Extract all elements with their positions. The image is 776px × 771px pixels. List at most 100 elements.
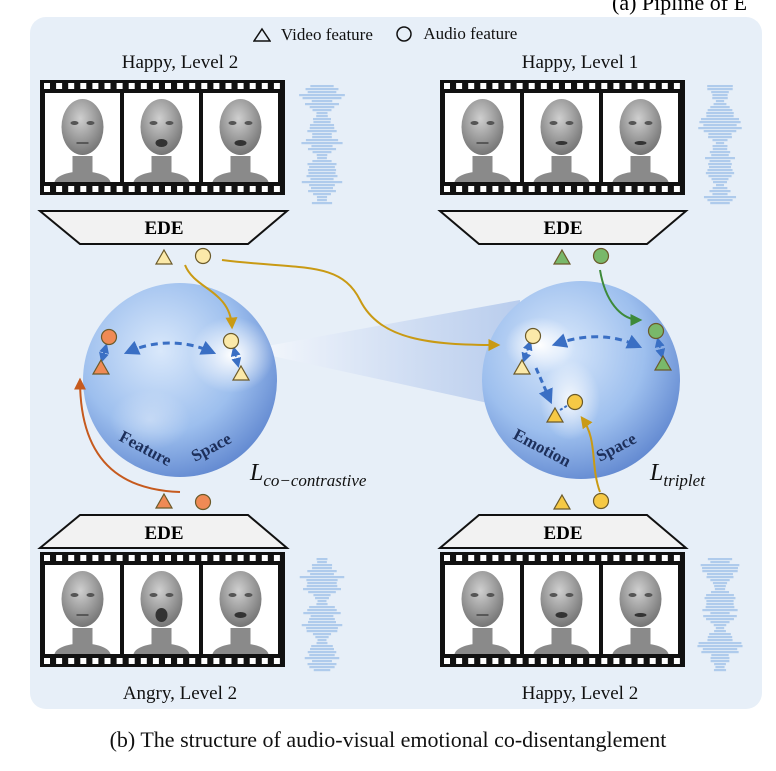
film-perforation (92, 83, 99, 89)
film-perforation (456, 658, 463, 664)
film-perforation (613, 83, 620, 89)
waveform-bar (707, 639, 733, 642)
filmstrip-top-left (40, 80, 285, 195)
dashed-pair-left (99, 343, 109, 363)
film-perforation (177, 658, 184, 664)
film-perforation (140, 83, 147, 89)
encoder-label: EDE (543, 218, 582, 239)
waveform-bar (313, 669, 331, 672)
film-perforation (104, 658, 111, 664)
dashed-pair-left-2 (230, 346, 242, 368)
film-perforation (504, 555, 511, 561)
film-perforation (468, 555, 475, 561)
waveform-bar (312, 109, 332, 112)
encoder-label: EDE (144, 523, 183, 544)
film-perforation (213, 555, 220, 561)
film-perforation (577, 658, 584, 664)
film-perforation (92, 555, 99, 561)
film-perforation (140, 186, 147, 192)
audio-feature-marker (194, 247, 212, 265)
film-perforation (68, 555, 75, 561)
waveform-bar (307, 148, 337, 151)
film-perforation (516, 658, 523, 664)
waveform-bar (702, 609, 738, 612)
video-feature-marker (512, 358, 532, 375)
film-perforation (68, 83, 75, 89)
waveform-bar (712, 139, 728, 142)
film-perforation (152, 83, 159, 89)
audio-waveform-bottom-right (697, 558, 743, 672)
waveform-bar (310, 648, 334, 651)
film-perforation (552, 83, 559, 89)
film-perforation (249, 555, 256, 561)
film-perforation (673, 186, 680, 192)
waveform-bar (702, 570, 738, 573)
video-feature-marker (653, 354, 673, 371)
waveform-bar (713, 181, 727, 184)
waveform-bar (313, 118, 331, 121)
waveform-bar (710, 561, 730, 564)
waveform-bar (707, 85, 733, 88)
waveform-bar (710, 660, 730, 663)
encoder-top-right: EDE (437, 210, 689, 245)
film-perforation (189, 186, 196, 192)
waveform-bar (310, 615, 334, 618)
waveform-bar (311, 645, 333, 648)
waveform-bar (306, 627, 338, 630)
waveform-bar (315, 597, 329, 600)
video-feature-marker (552, 248, 572, 265)
waveform-bar (706, 576, 734, 579)
dashed-triplet-link (534, 367, 553, 405)
film-perforation (152, 186, 159, 192)
film-perforation (80, 186, 87, 192)
clip-label-bottom-right: Happy, Level 2 (521, 683, 639, 704)
waveform-bar (715, 666, 725, 669)
waveform-bar (712, 582, 728, 585)
film-perforation (104, 555, 111, 561)
film-perforation (516, 83, 523, 89)
waveform-bar (714, 588, 726, 591)
waveform-bar (309, 654, 335, 657)
waveform-bar (709, 151, 731, 154)
waveform-bar (316, 603, 328, 606)
waveform-bar (316, 154, 328, 157)
film-perforation (116, 555, 123, 561)
video-feature-marker (552, 493, 572, 510)
film-perforation (625, 555, 632, 561)
film-perforation (44, 186, 50, 192)
film-perforation (468, 83, 475, 89)
waveform-bar (712, 145, 728, 148)
film-perforation (165, 555, 171, 561)
film-perforation (237, 83, 244, 89)
waveform-bar (311, 145, 333, 148)
legend-audio: Audio feature (395, 24, 523, 44)
legend: Video feature Audio feature (0, 24, 776, 48)
dashed-pair-right-2 (654, 337, 666, 359)
waveform-bar (307, 570, 337, 573)
audio-feature-marker (524, 327, 542, 345)
waveform-bar (317, 199, 327, 202)
waveform-bar (708, 133, 732, 136)
film-perforation (104, 186, 111, 192)
waveform-bar (706, 594, 734, 597)
clip-label-top-left: Happy, Level 2 (121, 52, 239, 73)
film-perforation (261, 658, 268, 664)
waveform-bar (705, 157, 735, 160)
face-icon (133, 99, 190, 182)
waveform-bar (311, 564, 333, 567)
film-perforation (601, 83, 608, 89)
film-perforation (589, 186, 596, 192)
emotion-space-sphere: Emotion Space (482, 281, 680, 479)
waveform-bar (707, 88, 733, 91)
arrow-orange-to-feature (74, 377, 181, 493)
waveform-bar (712, 94, 728, 97)
waveform-bar (708, 136, 732, 139)
waveform-bar (306, 585, 338, 588)
encoder-label: EDE (543, 523, 582, 544)
waveform-bar (700, 564, 740, 567)
face-icon (533, 99, 590, 182)
waveform-bar (705, 172, 735, 175)
film-perforation (249, 658, 256, 664)
waveform-bar (707, 169, 733, 172)
film-perforation (237, 555, 244, 561)
